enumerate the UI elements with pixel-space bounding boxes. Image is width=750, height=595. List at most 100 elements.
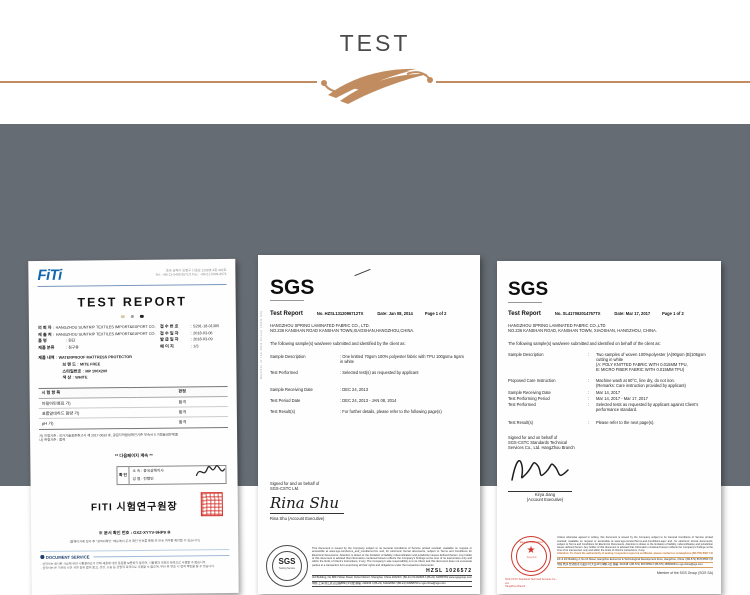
fiti-test-report-certificate: FiTi 중국 상해시 민행구 신중로 1238호 4층 402호 Tel : … (28, 258, 239, 595)
field-row: Test Performing Period: Mar 14, 2017 - Ma… (508, 395, 648, 401)
disclaimer-text: Unless otherwise agreed in writing, this… (557, 536, 713, 553)
fiti-header-rule (37, 284, 227, 287)
signature-block: Signed for and on behalf of SGS-CSTC Sta… (508, 434, 710, 502)
bullet-icon (40, 555, 44, 559)
footer-address-line: 中国·上海·徐汇区宜山路889号3号楼 邮编: 200233 t (86-21)… (312, 582, 472, 587)
report-header-row: Test Report No. HZSL1312096712TX Date: J… (270, 311, 468, 317)
dot-black (140, 314, 144, 318)
confirm-label: 확 인 (117, 466, 130, 484)
fiti-doc-note: (홈페이지에 접속 후 "성적서확인" 메뉴에서 문서 확인 번호를 통해 위 … (69, 538, 200, 544)
logo-underline (508, 302, 542, 303)
fields-block: Sample Description: Two samples of woven… (508, 352, 710, 425)
service-line: · 성적서는 본 기관의 사전 서면 동의 없이 광고, 선전, 소송 등 상업… (40, 564, 215, 570)
signed-for-line: Signed for and on behalf of (508, 434, 558, 440)
bottom-block: SGS Testing Service This document is iss… (266, 545, 472, 587)
sgs-logo-wrap: SGS (270, 277, 468, 301)
client-address: NO.236 KANSHAN ROAD KANSHAN TOWN,XIAOSHA… (270, 328, 415, 334)
report-label: Test Report (270, 311, 303, 317)
signature-block: Signed for and on behalf of SGS-CSTC LM.… (270, 481, 344, 521)
field-row: Sample Receiving Date: Mar 14, 2017 (508, 389, 621, 395)
field-row: Test Performed: Selected test(s) as requ… (270, 369, 419, 375)
fiti-doc-number: ※ 문서 확인 번호 : GXZ-XYYV-9HP9 ※ (98, 529, 171, 536)
field-value-multiline: Two samples of woven 100%polyester (A)90… (596, 351, 706, 372)
client-address: NO.236 KANSHAN ROAD, KANSHAN TOWN, XIAOS… (508, 328, 657, 334)
member-line: Member of the SGS Group (SGS SA) (656, 571, 713, 576)
fiti-confirm-box: 확 인 소 속 : 중국상해지사 성 명 : 전행민 (116, 464, 227, 485)
bottom-block: 通标标准技术服务有限公司 ★ 杭州分公司 SGS-CSTC Standards … (505, 536, 713, 588)
sgs-logo: SGS (508, 279, 549, 300)
client-company: HANGZHOU SPRING LAMINATED FABRIC CO.,LTD (508, 323, 606, 328)
intro-line: The following sample(s) was/were submitt… (270, 340, 406, 346)
attention-line: Attention: To check the authenticity of … (557, 552, 713, 556)
sgs-logo: SGS (270, 276, 315, 299)
intro-line: The following sample(s) was/were submitt… (508, 340, 661, 346)
field-row: Test Result(s): Please refer to the next … (508, 419, 655, 425)
signed-for-line: Signed for and on behalf of (270, 481, 320, 486)
dot-gray (130, 314, 135, 319)
client-company: HANGZHOU SPRING LAMINATED FABRIC CO., LT… (270, 323, 370, 328)
fiti-director-title: FITI 시험연구원장 (90, 501, 178, 514)
field-row: Test Period Date: DEC 24, 2013 - JAN 08,… (270, 397, 397, 403)
footer-address-line: 中国·杭州·经济技术开发区4号大街10号4幢1,2层 邮编: 310018 t … (557, 563, 713, 569)
certificates-background-band: FiTi 중국 상해시 민행구 신중로 1238호 4층 402호 Tel : … (0, 124, 750, 595)
fiti-address-line2: Tel : +86-21-5493-8571/2 Fax : +86-21-54… (155, 272, 227, 277)
rule-line (93, 554, 230, 558)
fields-block: Sample Description: One knitted 70gsm 10… (270, 354, 468, 414)
footer-address-box: 3rd Building, No.889 Yishan Road, Xuhui … (312, 575, 472, 587)
logo-underline (270, 300, 304, 301)
signer-name: Kirya Jiang (534, 492, 556, 498)
page-title: TEST (339, 30, 411, 56)
red-company-seal: 通标标准技术服务有限公司 ★ 杭州分公司 SGS-CSTC Standards … (505, 536, 557, 588)
sgs-logo-wrap: SGS (508, 279, 710, 303)
document-service-title: DOCUMENT SERVICE (45, 554, 90, 560)
signature-underline (270, 513, 344, 515)
fiti-results-table: 시 험 항 목 판정 아릴아민염료 가) 합격 포름알데히드 함량 가) 합격 pH … (38, 386, 229, 430)
footer-address-box: 1/F & 2/F Building 4, No.10 Street, Hang… (557, 556, 713, 569)
sgs-round-stamp-icon: SGS Testing Service (266, 545, 308, 587)
field-row: Sample Description: One knitted 70gsm 10… (270, 353, 464, 364)
side-vertical-text: Member of the SGS Group (SGS SA) (259, 310, 263, 379)
signature-underline (508, 491, 572, 493)
report-page: Page 1 of 2 (662, 311, 684, 316)
report-number: No. SL417062014757TX (554, 311, 601, 316)
signed-org-line: SGS-CSTC LM. (270, 486, 300, 492)
report-number: No. HZSL1312096712TX (316, 311, 364, 316)
field-value-multiline: Machine wash at 60°C, line dry, do not i… (596, 377, 686, 388)
sgs-test-report-2017: SGS Test Report No. SL417062014757TX Dat… (497, 261, 721, 594)
pen-tick-mark (354, 268, 371, 277)
field-row: Proposed Care Instruction: Machine wash … (508, 378, 710, 388)
sgs-test-report-2014: Member of the SGS Group (SGS SA) SGS Tes… (258, 255, 480, 594)
red-seal-stamp-icon (200, 491, 223, 516)
field-row: Sample Description: Two samples of woven… (508, 352, 710, 372)
fiti-director-row: FITI 시험연구원장 (40, 491, 229, 522)
red-round-stamp-icon: 通标标准技术服务有限公司 ★ 杭州分公司 (511, 536, 551, 577)
ornament-divider-icon (0, 68, 750, 104)
handwritten-signature: Rina Shu (270, 494, 340, 513)
fiti-footnotes: 가) 인정기준 : 국가기술표준원고시 제 2017-0033 호, 공급자적합… (39, 432, 228, 443)
client-company-block: HANGZHOU SPRING LAMINATED FABRIC CO.,LTD… (508, 323, 710, 334)
fiti-info-right: 접 수 번 호: S291-18-01305 접 수 일 자:2018-03-06… (156, 323, 227, 350)
handwritten-signature-icon (511, 460, 569, 482)
field-row: Test Result(s): For further details, ple… (270, 408, 442, 414)
fiti-report-title: TEST REPORT (77, 294, 188, 310)
disclaimer-text: This document is issued by the Company s… (312, 546, 472, 567)
dot-beige (121, 314, 125, 319)
fiti-header: FiTi 중국 상해시 민행구 신중로 1238호 4층 402호 Tel : … (37, 265, 226, 284)
client-company-block: HANGZHOU SPRING LAMINATED FABRIC CO., LT… (270, 323, 468, 334)
serial-number: HZSL 1026572 (426, 568, 472, 575)
stamp-caption: SGS-CSTC Standards Technical Services Co… (505, 578, 557, 588)
info-row: 페 이 지:1/3 (160, 343, 199, 349)
table-row: pH 가) 합격 (38, 416, 229, 429)
fiti-dots (38, 313, 227, 319)
fiti-info-grid: 의 뢰 자: HANGZHOU SUNTRIP TEXTILES IMPORT&E… (38, 323, 227, 351)
report-date: Date: Mar 17, 2017 (614, 311, 651, 316)
report-header-row: Test Report No. SL417062014757TX Date: M… (508, 311, 710, 317)
document-service-text: · 성적서는 제시된 시료에 한한 시험결과로서 전체 제품에 대한 품질을 보… (40, 560, 229, 571)
fine-print-column: Unless otherwise agreed in writing, this… (557, 536, 713, 575)
report-page: Page 1 of 2 (424, 311, 447, 316)
star-icon: ★ (526, 545, 536, 557)
fiti-address: 중국 상해시 민행구 신중로 1238호 4층 402호 Tel : +86-2… (155, 268, 226, 277)
report-label: Test Report (508, 311, 541, 317)
field-row: Sample Receiving Date: DEC 24, 2013 (270, 386, 368, 392)
fiti-info-left: 의 뢰 자: HANGZHOU SUNTRIP TEXTILES IMPORT&E… (38, 324, 156, 352)
